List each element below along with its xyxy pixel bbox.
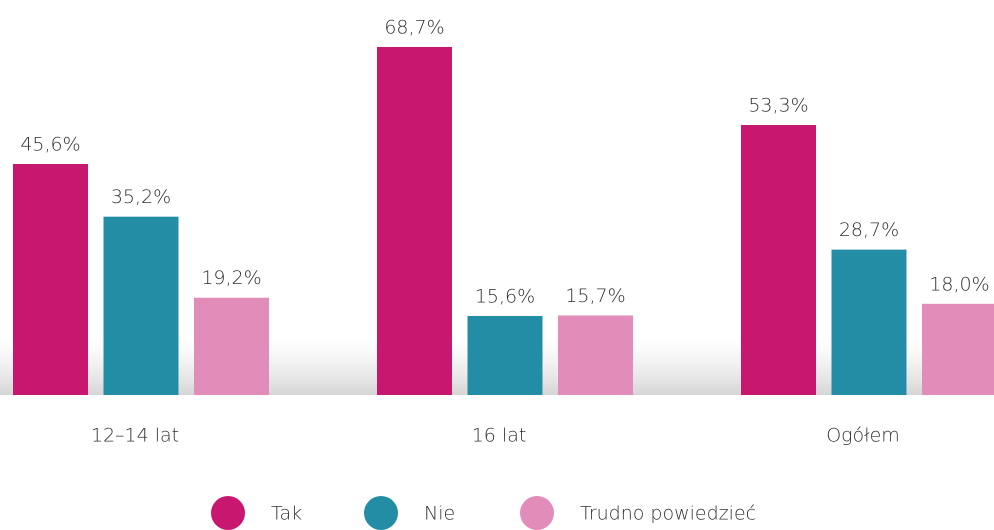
bar bbox=[194, 297, 269, 395]
value-label: 18,0% bbox=[929, 273, 989, 295]
bar bbox=[922, 303, 994, 395]
bar bbox=[831, 249, 907, 395]
legend-swatch bbox=[364, 496, 398, 530]
value-label: 35,2% bbox=[111, 186, 171, 208]
bar bbox=[467, 315, 543, 395]
value-label: 28,7% bbox=[839, 219, 899, 241]
legend-label: Nie bbox=[424, 503, 455, 525]
bar bbox=[103, 216, 179, 395]
value-label: 15,6% bbox=[475, 285, 535, 307]
bar bbox=[741, 125, 816, 396]
x-tick-label: Ogółem bbox=[826, 425, 900, 447]
value-label: 45,6% bbox=[20, 134, 80, 156]
bar bbox=[558, 315, 633, 395]
bar bbox=[13, 164, 88, 395]
value-label: 19,2% bbox=[201, 267, 261, 289]
legend-label: Tak bbox=[271, 503, 302, 525]
legend-swatch bbox=[211, 496, 245, 530]
x-tick-label: 16 lat bbox=[472, 425, 527, 447]
x-tick-label: 12–14 lat bbox=[91, 425, 179, 447]
value-label: 68,7% bbox=[384, 17, 444, 39]
value-label: 53,3% bbox=[748, 95, 808, 117]
legend-label: Trudno powiedzieć bbox=[580, 503, 756, 525]
bar bbox=[377, 47, 452, 395]
legend-swatch bbox=[520, 496, 554, 530]
value-label: 15,7% bbox=[565, 285, 625, 307]
